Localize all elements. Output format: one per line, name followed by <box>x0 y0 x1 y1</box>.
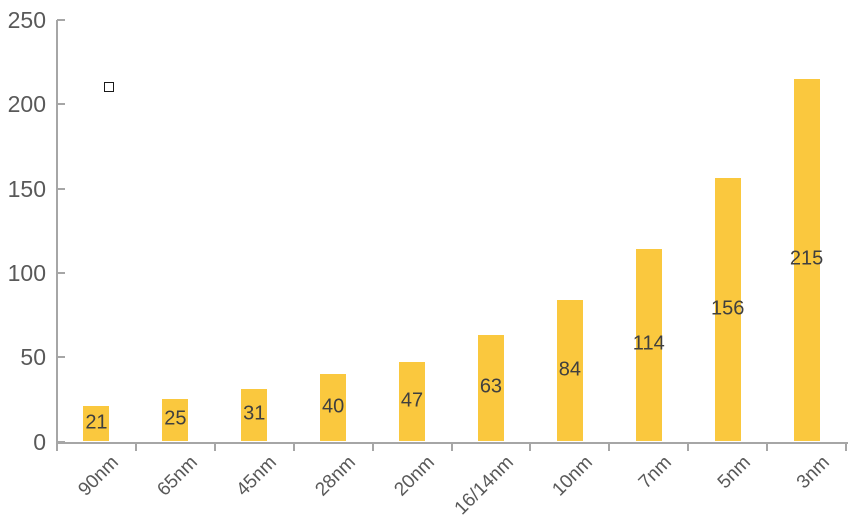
y-tick-label: 200 <box>7 91 46 118</box>
x-tick <box>213 444 216 451</box>
x-axis-label: 20nm <box>390 452 439 501</box>
y-tick <box>57 356 65 359</box>
x-axis-label: 7nm <box>634 452 676 493</box>
stray-square-marker <box>104 82 114 92</box>
y-tick-label: 150 <box>7 175 46 202</box>
bar <box>635 249 662 442</box>
bar-value-label: 156 <box>710 297 745 320</box>
bar-value-label: 47 <box>400 389 424 412</box>
y-tick <box>57 19 65 21</box>
bar <box>399 362 426 442</box>
bar <box>714 178 741 442</box>
bar <box>556 299 583 442</box>
x-tick <box>292 444 295 451</box>
x-tick <box>134 444 137 451</box>
bar <box>477 335 504 442</box>
y-tick <box>57 103 65 106</box>
x-axis-label: 3nm <box>792 452 834 493</box>
bar-value-label: 84 <box>558 358 581 381</box>
x-tick <box>56 444 58 451</box>
x-tick <box>371 444 374 451</box>
y-tick <box>57 271 65 274</box>
bar <box>83 406 110 442</box>
bar-value-label: 25 <box>164 407 187 430</box>
y-tick <box>57 187 65 190</box>
bar <box>793 79 820 442</box>
x-axis-label: 5nm <box>713 452 755 493</box>
x-axis-label: 45nm <box>232 452 282 501</box>
bar-value-label: 114 <box>632 332 665 355</box>
x-axis-label: 10nm <box>548 452 597 501</box>
x-tick <box>450 444 453 451</box>
bar-value-label: 31 <box>243 402 266 425</box>
x-tick <box>529 444 532 451</box>
y-tick-label: 100 <box>7 259 46 286</box>
x-tick <box>845 444 847 451</box>
bar <box>241 389 268 442</box>
y-tick-label: 50 <box>20 344 46 371</box>
x-tick <box>608 444 611 451</box>
x-axis-label: 16/14nm <box>450 452 518 520</box>
bar-value-label: 63 <box>479 375 503 398</box>
x-tick <box>766 444 769 451</box>
bar-value-label: 21 <box>85 411 108 434</box>
y-tick <box>57 440 65 443</box>
y-tick-label: 250 <box>7 7 46 33</box>
x-axis-line <box>56 442 848 444</box>
x-tick <box>687 444 690 451</box>
bar-value-label: 40 <box>322 395 345 418</box>
y-axis-line <box>56 20 58 443</box>
bar-value-label: 215 <box>789 247 824 270</box>
y-tick-label: 0 <box>33 428 46 455</box>
bar <box>162 399 189 442</box>
x-axis-label: 90nm <box>74 452 124 501</box>
bar <box>320 374 347 442</box>
x-axis-label: 28nm <box>311 452 360 501</box>
x-axis-label: 65nm <box>153 452 203 501</box>
